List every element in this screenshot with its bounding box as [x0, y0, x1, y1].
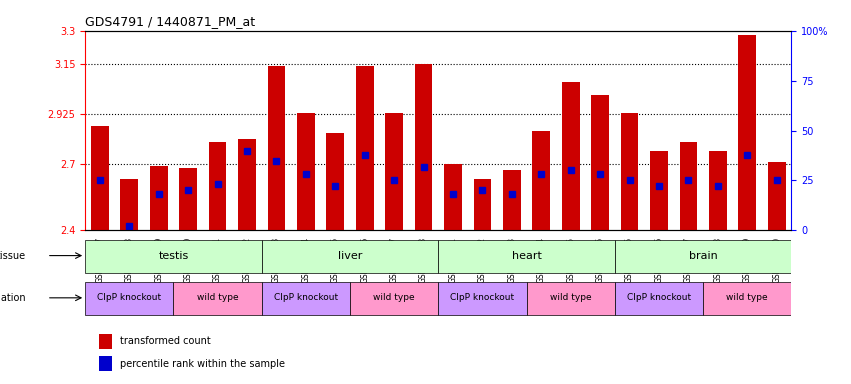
Text: heart: heart [511, 251, 541, 261]
Bar [562, 82, 580, 230]
Text: liver: liver [338, 251, 363, 261]
Text: ClpP knockout: ClpP knockout [274, 293, 338, 302]
FancyBboxPatch shape [262, 282, 350, 315]
FancyBboxPatch shape [438, 240, 614, 273]
Text: ClpP knockout: ClpP knockout [627, 293, 691, 302]
Text: tissue: tissue [0, 251, 26, 261]
FancyBboxPatch shape [703, 282, 791, 315]
Bar [100, 356, 112, 371]
Text: wild type: wild type [197, 293, 238, 302]
Bar [267, 66, 285, 230]
FancyBboxPatch shape [350, 282, 438, 315]
Bar [91, 126, 109, 230]
Bar [100, 334, 112, 349]
Bar [297, 113, 315, 230]
FancyBboxPatch shape [85, 240, 262, 273]
Bar [414, 64, 432, 230]
Bar [503, 170, 521, 230]
Bar [444, 164, 462, 230]
Bar [650, 151, 668, 230]
Text: wild type: wild type [550, 293, 591, 302]
Text: wild type: wild type [727, 293, 768, 302]
FancyBboxPatch shape [85, 282, 174, 315]
Bar [327, 133, 344, 230]
Bar [238, 139, 256, 230]
FancyBboxPatch shape [174, 282, 262, 315]
Bar [386, 113, 403, 230]
Bar [768, 162, 785, 230]
Text: transformed count: transformed count [121, 336, 211, 346]
FancyBboxPatch shape [438, 282, 527, 315]
Text: GDS4791 / 1440871_PM_at: GDS4791 / 1440871_PM_at [85, 15, 255, 28]
Bar [739, 35, 756, 230]
FancyBboxPatch shape [614, 240, 791, 273]
FancyBboxPatch shape [527, 282, 614, 315]
Bar [121, 179, 138, 230]
FancyBboxPatch shape [614, 282, 703, 315]
Bar [680, 142, 697, 230]
Bar [533, 131, 550, 230]
Bar [208, 142, 226, 230]
Bar [356, 66, 374, 230]
Text: wild type: wild type [374, 293, 415, 302]
Text: ClpP knockout: ClpP knockout [450, 293, 515, 302]
Bar [150, 166, 168, 230]
Bar [709, 151, 727, 230]
Bar [180, 168, 197, 230]
Bar [473, 179, 491, 230]
Text: percentile rank within the sample: percentile rank within the sample [121, 359, 285, 369]
Text: testis: testis [158, 251, 189, 261]
Bar [591, 95, 609, 230]
Text: brain: brain [688, 251, 717, 261]
Text: ClpP knockout: ClpP knockout [97, 293, 162, 302]
Bar [620, 113, 638, 230]
FancyBboxPatch shape [262, 240, 438, 273]
Text: genotype/variation: genotype/variation [0, 293, 26, 303]
